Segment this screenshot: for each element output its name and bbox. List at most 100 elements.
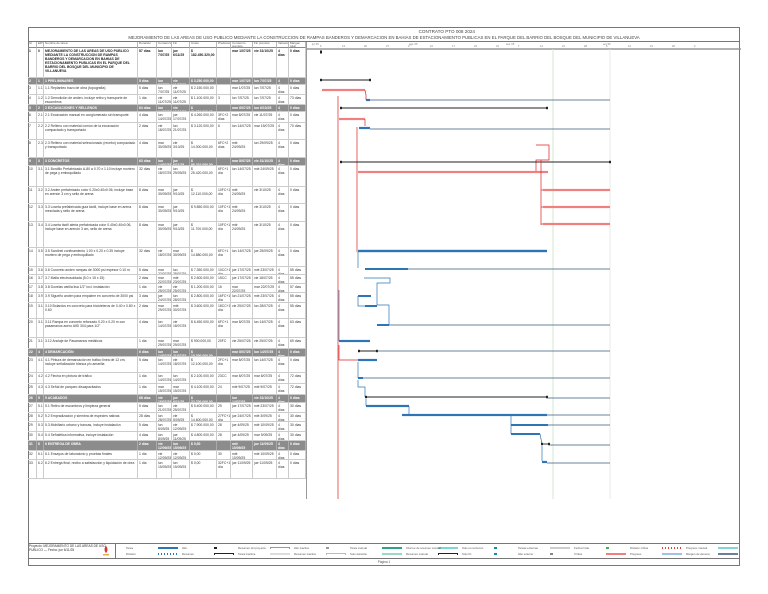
task-bar[interactable]	[358, 170, 548, 174]
task-row[interactable]: 6 2.1 2.1 Excavación manual en conglomerad…	[28, 112, 306, 123]
column-header[interactable]: Fin previsto	[253, 42, 277, 48]
gantt-chart-area	[306, 42, 741, 505]
task-row[interactable]: 24 4.2 4.2 Flecha en pintura de tráfico 1 d…	[28, 373, 306, 384]
cell-id: 26	[28, 395, 37, 402]
task-row[interactable]: 14 3.5 3.5 Sardinel confinamiento 1.00 x 0…	[28, 248, 306, 267]
cell-fin-previsto: vie 25/07/25	[253, 338, 277, 348]
column-header[interactable]: Id	[28, 42, 37, 48]
column-header[interactable]: Fin	[172, 42, 190, 48]
summary-task-row[interactable]: 22 4 4 DEMARCACIÓN 6 días lun 14/07/25 lun 21…	[28, 349, 306, 357]
task-bar[interactable]	[377, 324, 389, 326]
cell-margen-total: 69 días	[289, 338, 306, 348]
task-row[interactable]: 4 1.2 1.2 Demolición de anden, incluye ret…	[28, 95, 306, 105]
task-row[interactable]: 23 4.1 4.1 Pintura de demarcación en tráfi…	[28, 357, 306, 373]
task-bar[interactable]	[358, 358, 377, 362]
cell-edt: 5.3	[37, 422, 44, 431]
task-bar[interactable]	[543, 205, 610, 209]
task-row[interactable]: 20 3.11 3.11 Rampa en concreto reforzado 0…	[28, 319, 306, 338]
task-bar[interactable]	[322, 88, 365, 92]
task-bar[interactable]	[366, 98, 370, 102]
task-bar[interactable]	[358, 249, 547, 253]
task-row[interactable]: 1 0 MEJORAMIENTO DE LAS AREAS DE USO PUBLI…	[28, 48, 306, 78]
task-row[interactable]: 30 5.4 5.4 Señalética informativa, incluye…	[28, 432, 306, 441]
task-row[interactable]: 12 3.3 3.3 Loseta prefabricada guía táctil…	[28, 204, 306, 222]
task-row[interactable]: 3 1.1 1.1 Replanteo trazo de obra (topogra…	[28, 85, 306, 95]
cell-fin: mié 23/07/25	[172, 275, 190, 283]
column-header[interactable]: Nombre de tarea	[44, 42, 138, 48]
cell-fin-previsto: lun 14/07/25	[253, 357, 277, 372]
task-bar[interactable]	[358, 377, 363, 379]
task-row[interactable]: 33 6.2 6.2 Entrega final, recibo a satisfa…	[28, 460, 306, 479]
task-row[interactable]: 18 3.9 3.9 Sigueño anden para empalme en c…	[28, 293, 306, 303]
cell-nombre-de-tarea: 5.4 Señalética informativa, incluye inst…	[44, 432, 138, 440]
task-row[interactable]: 17 3.8 3.8 Dovelas varilla lisa 1/2" incl.…	[28, 284, 306, 293]
task-row[interactable]: 28 5.2 5.2 Empradización y siembra de espe…	[28, 413, 306, 422]
column-header[interactable]: Duración	[138, 42, 157, 48]
task-row[interactable]: 13 3.4 3.4 Loseta táctil alerta prefabrica…	[28, 222, 306, 248]
column-header[interactable]: Variación	[277, 42, 289, 48]
column-header[interactable]: Margen total	[289, 42, 306, 48]
cell-fin: jue 9/10/25	[172, 222, 190, 247]
task-bar[interactable]	[543, 188, 610, 192]
cell-margen-total: 0 días	[289, 48, 306, 77]
column-header[interactable]: EDT	[37, 42, 44, 48]
task-bar[interactable]	[402, 413, 547, 417]
gantt-page-frame	[28, 27, 740, 566]
cell-predecesoras: 6	[217, 123, 231, 139]
task-bar[interactable]	[339, 339, 370, 343]
cell-comienzo: vie 12/09/25	[158, 451, 172, 459]
task-bar[interactable]	[365, 268, 408, 270]
task-row[interactable]: 8 2.3 2.3 Relleno con material seleccionad…	[28, 140, 306, 158]
task-row[interactable]: 29 5.3 5.3 Mobiliario urbano y bancas, inc…	[28, 422, 306, 432]
cell-id: 27	[28, 403, 37, 412]
task-bar[interactable]	[365, 305, 377, 307]
legend-label: Fecha límite	[574, 545, 590, 550]
task-bar[interactable]	[358, 295, 371, 297]
cell-comienzo: mar 29/07/25	[157, 303, 172, 318]
legend-label: División crítica	[630, 545, 649, 550]
cell-comienzo-previsto: lun 21/07/25	[231, 293, 253, 302]
summary-end-marker	[546, 106, 548, 110]
cell-costo: $ 1.100.000,00	[190, 95, 217, 104]
cell-id: 29	[28, 422, 37, 431]
task-row[interactable]: 11 3.2 3.2 Anden prefabricado color 0.20x0…	[28, 187, 306, 204]
task-bar[interactable]	[511, 433, 540, 435]
task-bar[interactable]	[366, 404, 409, 408]
task-bar[interactable]	[511, 424, 548, 426]
legend-swatch-icon	[606, 546, 609, 549]
task-row[interactable]: 16 3.7 3.7 Malla electrosoldada (5.0 x 15 …	[28, 275, 306, 284]
cell-predecesoras: 6FC+1 día	[217, 248, 231, 266]
task-row[interactable]: 19 3.10 3.10 Bolardos en concreto para bic…	[28, 303, 306, 319]
cell-comienzo-previsto: lun 14/07/25	[231, 248, 253, 266]
task-bar[interactable]	[339, 117, 365, 121]
column-header[interactable]: Costo	[190, 42, 217, 48]
cell-nombre-de-tarea: 3.10 Bolardos en concreto para biciclete…	[44, 303, 138, 318]
task-row[interactable]: 21 3.12 3.12 Anclaje de Pasamanos metálico…	[28, 338, 306, 349]
task-row[interactable]: 25 4.3 4.3 Señal de parqueo discapacitados…	[28, 384, 306, 395]
summary-task-row[interactable]: 26 5 5 ACABADOS 68 días vie 18/07/25 jue 6/11…	[28, 395, 306, 403]
cell-costo: $ 2.150.000,00	[190, 85, 217, 94]
cell-edt: 3.6	[38, 267, 44, 274]
column-header[interactable]: Predecesoras	[217, 42, 231, 48]
task-bar[interactable]	[543, 222, 610, 226]
cell-fin: jue 11/09/25	[172, 432, 190, 440]
summary-task-row[interactable]: 31 6 6 ENTREGA DE OBRA 2 días vie 12/09/25 lu…	[28, 441, 306, 451]
cell-edt: 3.3	[37, 204, 44, 221]
cell-comienzo: lun 8/09/25	[157, 432, 172, 440]
cell-id: 24	[28, 373, 37, 383]
task-row[interactable]: 15 3.6 3.6 Concreto anden rampas de 3000 p…	[28, 267, 306, 275]
task-row[interactable]: 10 3.1 3.1 Bordillo Prefabricado A-80 a 0.…	[28, 166, 306, 187]
column-header[interactable]: Comienzo previsto	[231, 42, 253, 48]
cell-costo: $ 21.380.000,00	[190, 105, 217, 111]
task-row[interactable]: 7 2.2 2.2 Relleno con material común de la…	[28, 123, 306, 140]
task-row[interactable]: 27 5.1 5.1 Retiro de escombros y limpieza …	[28, 403, 306, 413]
task-bar[interactable]	[542, 460, 547, 464]
column-header[interactable]: Comienzo	[157, 42, 172, 48]
task-bar[interactable]	[359, 126, 370, 130]
cell-nombre-de-tarea: 3.7 Malla electrosoldada (5.0 x 15 x 15)	[44, 275, 138, 283]
task-row[interactable]: 32 6.1 6.1 Ensayos de laboratorio y prueba…	[28, 451, 306, 460]
cell-id: 1	[28, 48, 37, 77]
